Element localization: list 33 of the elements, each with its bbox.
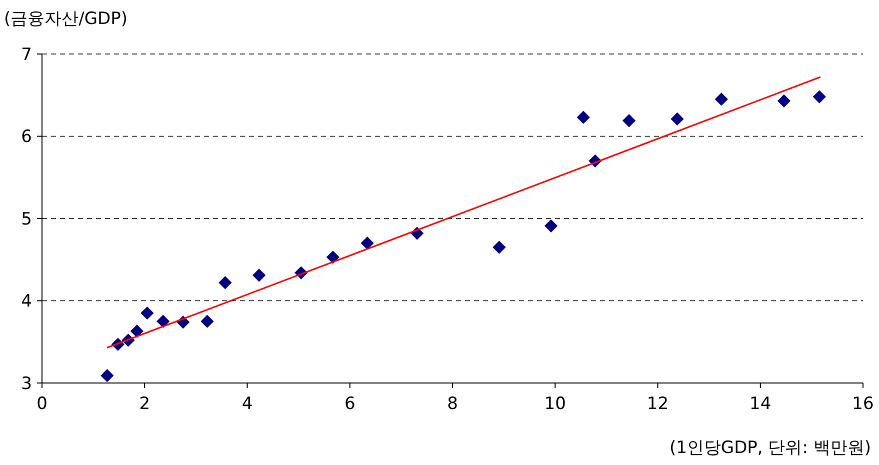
y-tick-label: 5 xyxy=(21,209,32,230)
point xyxy=(218,276,232,290)
x-axis-title: (1인당GDP, 단위: 백만원) xyxy=(669,438,871,458)
point xyxy=(492,240,506,254)
point xyxy=(714,92,728,106)
point xyxy=(360,236,374,250)
point xyxy=(100,369,114,382)
point xyxy=(777,94,791,108)
point xyxy=(544,219,558,232)
x-tick-label: 0 xyxy=(36,394,48,414)
point xyxy=(252,268,266,282)
x-tick-label: 12 xyxy=(646,394,669,414)
x-tick-label: 10 xyxy=(544,394,566,414)
point xyxy=(622,114,636,128)
point xyxy=(200,314,214,328)
point xyxy=(576,110,590,124)
y-axis-title: (금융자산/GDP) xyxy=(4,9,128,29)
x-tick-label: 8 xyxy=(447,394,458,414)
x-tick-label: 4 xyxy=(242,394,253,414)
point xyxy=(130,324,144,338)
x-tick-label: 16 xyxy=(852,394,874,414)
y-tick-label: 4 xyxy=(21,292,32,312)
y-tick-label: 3 xyxy=(21,374,32,394)
point xyxy=(812,90,826,104)
y-tick-label: 7 xyxy=(21,44,32,65)
x-tick-label: 6 xyxy=(344,394,356,414)
point xyxy=(326,250,340,264)
point xyxy=(670,112,684,126)
point xyxy=(140,306,154,320)
x-tick-label: 14 xyxy=(750,394,772,414)
point xyxy=(156,314,170,328)
y-tick-label: 6 xyxy=(21,127,32,148)
x-tick-label: 2 xyxy=(139,394,150,414)
